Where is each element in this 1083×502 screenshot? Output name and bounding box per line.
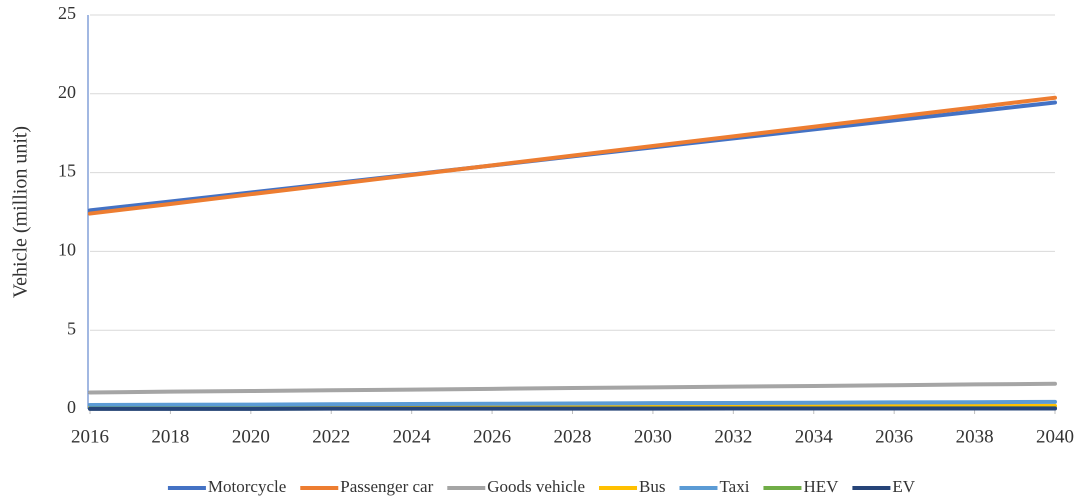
x-tick-label: 2026 — [473, 426, 511, 447]
x-tick-label: 2028 — [554, 426, 592, 447]
x-tick-label: 2016 — [71, 426, 109, 447]
series-line — [88, 381, 1057, 395]
legend-label: HEV — [803, 477, 839, 496]
x-tick-label: 2034 — [795, 426, 834, 447]
x-tick-label: 2030 — [634, 426, 672, 447]
y-tick-label: 0 — [67, 397, 76, 417]
y-tick-label: 15 — [58, 161, 76, 181]
x-tick-label: 2022 — [312, 426, 350, 447]
x-tick-label: 2020 — [232, 426, 270, 447]
x-tick-label: 2024 — [393, 426, 432, 447]
legend-label: Taxi — [719, 477, 749, 496]
legend-label: EV — [892, 477, 915, 496]
legend-label: Motorcycle — [208, 477, 286, 496]
y-tick-label: 5 — [67, 318, 76, 338]
y-tick-label: 25 — [58, 3, 76, 23]
legend-label: Passenger car — [340, 477, 433, 496]
legend-label: Goods vehicle — [487, 477, 585, 496]
x-tick-label: 2040 — [1036, 426, 1074, 447]
x-tick-label: 2038 — [956, 426, 994, 447]
legend-label: Bus — [639, 477, 665, 496]
y-axis-label: Vehicle (million unit) — [10, 126, 32, 298]
x-tick-label: 2036 — [875, 426, 913, 447]
series-line — [88, 95, 1057, 216]
y-tick-label: 20 — [58, 82, 76, 102]
x-tick-label: 2018 — [151, 426, 189, 447]
series-line — [88, 399, 1057, 408]
x-tick-label: 2032 — [714, 426, 752, 447]
y-tick-label: 10 — [58, 240, 76, 260]
